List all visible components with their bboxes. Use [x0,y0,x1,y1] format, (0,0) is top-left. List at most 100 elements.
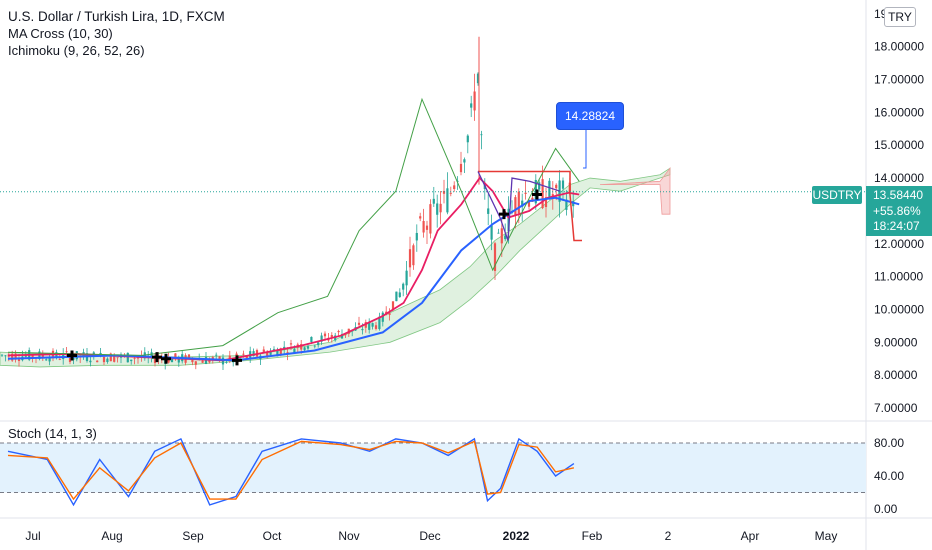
candle-body [136,357,140,359]
candle-body [113,355,116,362]
candle-body [215,354,218,356]
candle-body [504,235,507,240]
candle-body [317,342,320,346]
candle-body [507,208,510,232]
candle-body [89,360,92,363]
candle-body [487,208,490,214]
candle-body [395,291,398,302]
price-tick-label: 12.00000 [874,237,924,251]
price-tick-label: 8.00000 [874,368,918,382]
ichimoku-cloud-bear [599,167,671,215]
symbol-title[interactable]: U.S. Dollar / Turkish Lira, 1D, FXCM [8,9,225,24]
candle-body [153,358,157,364]
candle-body [446,188,449,213]
ichimoku-kijun [477,171,561,241]
ichimoku-legend[interactable]: Ichimoku (9, 26, 52, 26) [8,43,145,58]
stoch-line-1 [7,440,575,501]
price-tick-label: 11.00000 [874,270,923,284]
candle-body [242,353,245,355]
currency-button[interactable]: TRY [884,7,916,27]
bar-countdown: 18:24:07 [873,219,920,233]
candle-body [201,360,204,363]
candle-body [344,333,347,336]
time-tick-label: Nov [338,529,359,543]
candle-body [228,355,231,359]
candle-body [92,352,95,355]
symbol-price-tag: USDTRY [812,186,862,204]
time-tick-label: Aug [101,529,122,543]
ma-cross-marker [532,189,542,200]
candle-body [490,225,493,240]
candle-body [340,334,344,339]
candle-body [313,345,316,347]
candle-body [58,359,61,360]
price-tick-label: 7.00000 [874,401,918,415]
price-tick-label: 15.00000 [874,138,924,152]
candle-body [191,359,194,363]
candle-body [463,159,466,163]
ma-cross-marker [232,355,242,366]
stoch-line-0 [7,437,575,507]
series-line-2 [7,97,580,356]
candle-body [412,245,415,266]
ma-cross-legend[interactable]: MA Cross (10, 30) [8,26,113,41]
time-tick-label: Sep [182,529,204,543]
candle-body [310,336,313,342]
candle-body [150,352,153,358]
time-tick-label: Feb [582,529,603,543]
stoch-tick-label: 0.00 [874,502,898,516]
candle-body [68,355,72,362]
candle-body [45,359,48,361]
candle-body [361,329,364,331]
time-tick-label: Dec [419,529,440,543]
price-callout: 14.28824 [556,102,624,130]
candle-body [306,346,310,349]
candle-body [48,357,51,362]
last-price-label: 13.58440 +55.86% 18:24:07 [866,186,932,236]
candle-body [116,357,119,359]
time-tick-label: Apr [741,529,760,543]
price-tick-label: 10.00000 [874,302,924,316]
candle-body [225,361,228,363]
candle-body [538,182,541,190]
candle-body [497,232,500,234]
candle-body [555,184,558,189]
candle-body [493,243,497,271]
candle-body [262,349,265,352]
candle-body [388,313,391,315]
candle-body [527,201,531,207]
price-tick-label: 14.00000 [874,171,924,185]
candle-body [415,232,418,241]
candle-body [11,353,14,361]
candle-body [4,355,7,357]
candle-body [436,203,439,215]
candle-body [405,270,408,286]
candle-body [357,322,361,325]
candle-body [442,190,446,194]
candle-body [194,361,197,365]
candle-body [548,180,551,197]
ma-cross-marker [152,352,162,363]
candle-body [41,354,44,358]
candle-body [106,358,109,363]
series-line-1 [7,196,580,362]
candle-body [449,192,452,194]
time-tick-label: 2022 [503,529,530,543]
candle-body [480,134,483,136]
candle-body [187,354,191,359]
candle-body [102,356,106,363]
candle-body [170,358,174,363]
candle-body [391,301,395,310]
candle-body [24,355,27,357]
candle-body [293,349,296,353]
candle-body [453,185,456,190]
candle-body [279,348,282,355]
candle-body [272,349,276,351]
stoch-legend[interactable]: Stoch (14, 1, 3) [8,426,97,441]
candle-body [408,249,412,268]
candle-body [371,323,374,327]
price-tick-label: 9.00000 [874,335,918,349]
candle-body [276,350,279,357]
candle-body [422,220,425,233]
